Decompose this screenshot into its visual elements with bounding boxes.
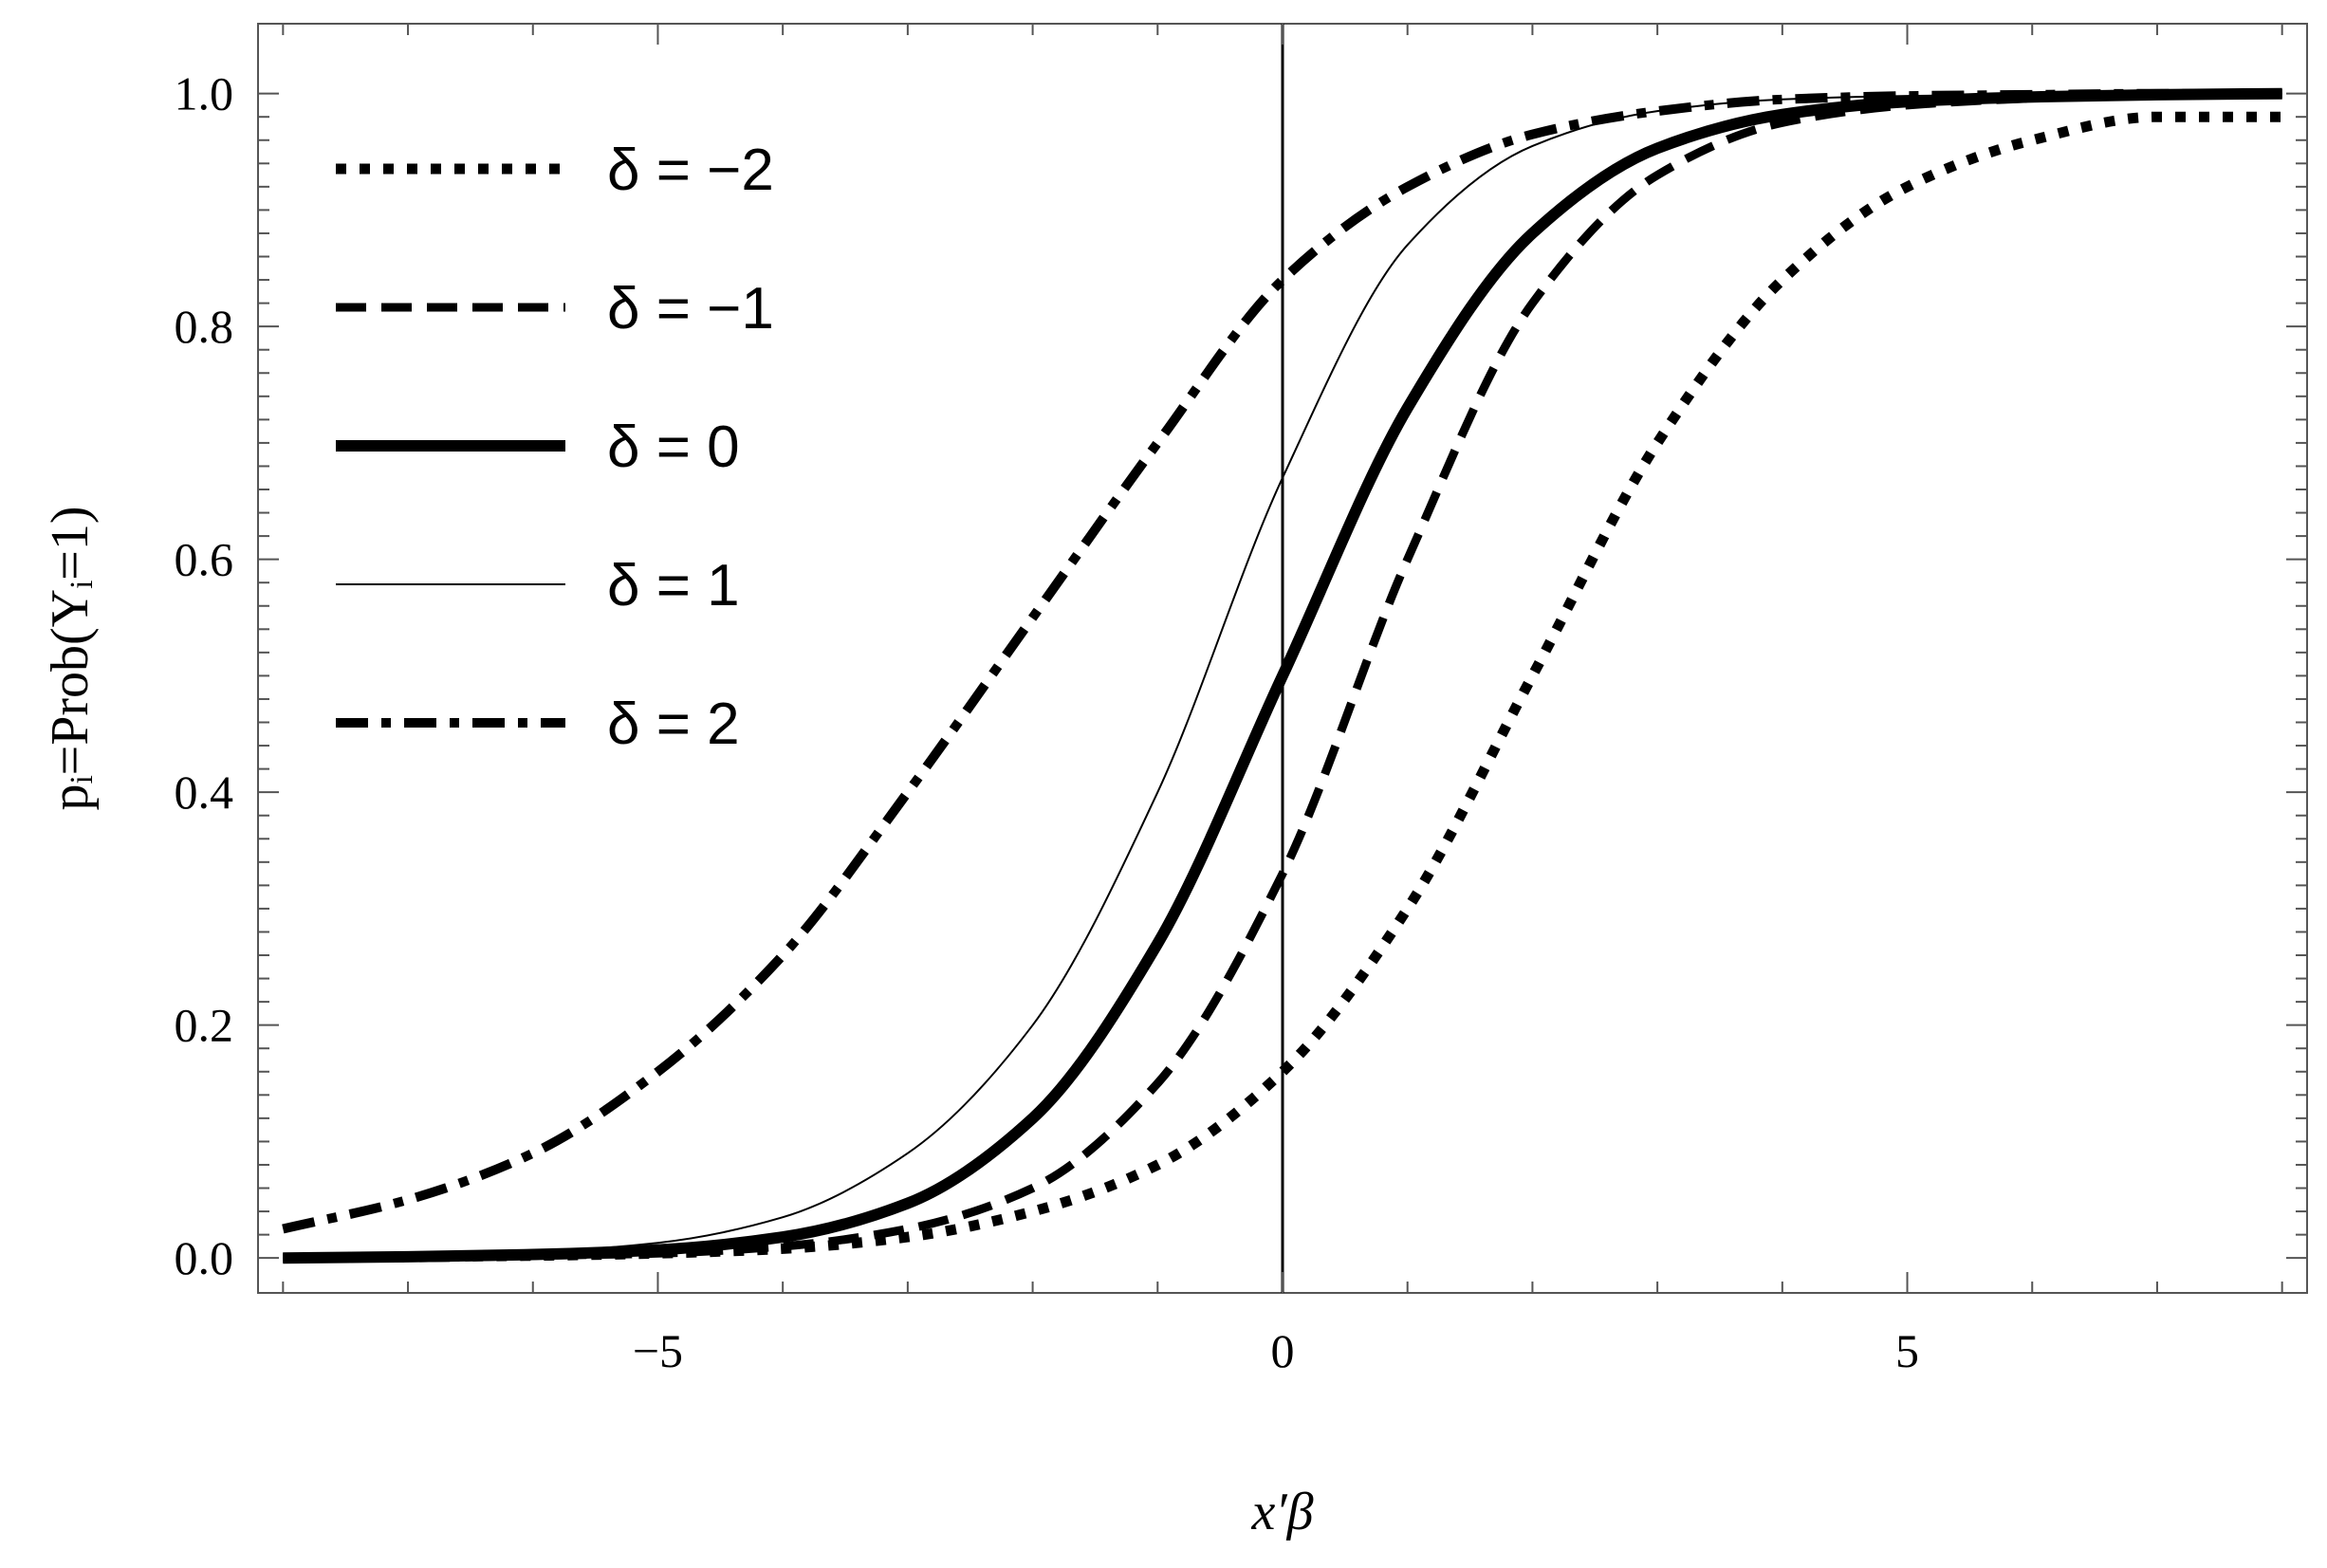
- legend-item: δ = 2: [336, 692, 740, 757]
- legend-item: δ = 0: [336, 415, 740, 480]
- tick-marks: [258, 24, 2307, 1293]
- legend-label: δ = −2: [607, 138, 774, 203]
- y-tick-label: 0.8: [175, 300, 234, 353]
- series-line-3: [283, 87, 2282, 1264]
- series-line-5: [282, 88, 2282, 1234]
- x-axis-title: x′β: [1251, 1483, 1314, 1541]
- legend-item: δ = 1: [336, 553, 740, 618]
- legend-item: δ = −2: [336, 138, 774, 203]
- legend: δ = −2 δ = −1 δ = 0 δ = 1 δ = 2: [336, 138, 774, 757]
- y-tick-label: 0.4: [175, 766, 234, 819]
- legend-label: δ = 0: [607, 415, 740, 480]
- series-line-4: [283, 92, 2282, 1260]
- y-tick-label: 0.0: [175, 1231, 234, 1284]
- legend-label: δ = 1: [607, 553, 740, 618]
- y-tick-label: 0.2: [175, 999, 234, 1052]
- legend-label: δ = 2: [607, 692, 740, 757]
- legend-item: δ = −1: [336, 276, 774, 341]
- y-tick-label: 1.0: [175, 67, 234, 120]
- legend-label: δ = −1: [607, 276, 774, 341]
- series-layer: [282, 87, 2282, 1264]
- plot-area: [257, 23, 2308, 1294]
- x-tick-label: 0: [1271, 1324, 1295, 1377]
- y-tick-label: 0.6: [175, 533, 234, 586]
- y-axis-title: pᵢ=Prob(Yᵢ=1): [41, 506, 100, 810]
- x-tick-label: 5: [1895, 1324, 1919, 1377]
- x-tick-label: −5: [633, 1324, 683, 1377]
- axes: −5 0 5 0.0 0.2 0.4 0.6 0.8 1.0 x′β pᵢ=Prob(Yᵢ=1): [41, 24, 2307, 1541]
